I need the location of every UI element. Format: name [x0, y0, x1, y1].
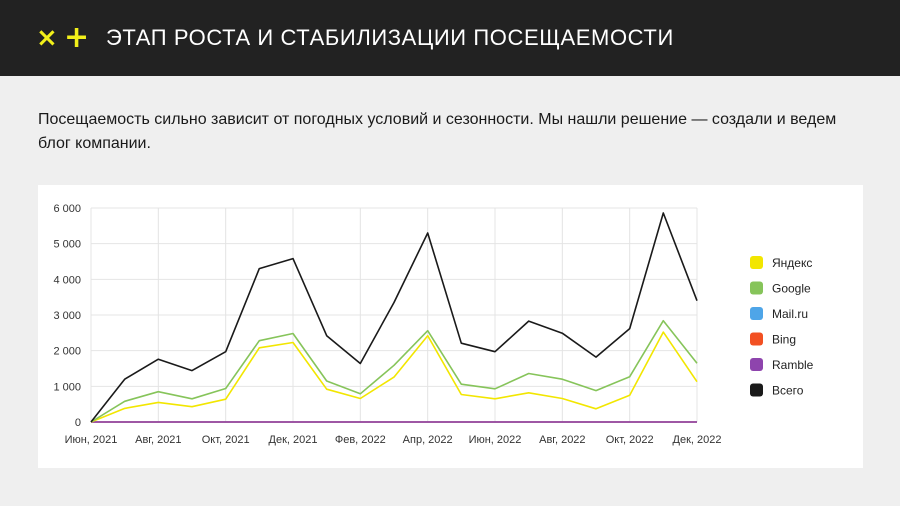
chart-card: 0 1 000 2 000 3 000 4 000 5 000 6 000 Июн, 2021… — [38, 185, 863, 468]
page-title: ЭТАП РОСТА И СТАБИЛИЗАЦИИ ПОСЕЩАЕМОСТИ — [106, 25, 674, 50]
y-tick-label: 0 — [75, 417, 81, 429]
legend-label: Google — [772, 282, 811, 296]
y-tick-label: 3 000 — [53, 310, 81, 322]
header-bar: × + ЭТАП РОСТА И СТАБИЛИЗАЦИИ ПОСЕЩАЕМОС… — [0, 0, 900, 76]
x-tick-label: Июн, 2021 — [65, 434, 118, 446]
x-tick-label: Авг, 2021 — [135, 434, 181, 446]
y-tick-label: 5 000 — [53, 239, 81, 251]
x-tick-label: Апр, 2022 — [403, 434, 453, 446]
x-tick-label: Дек, 2022 — [673, 434, 722, 446]
description-text: Посещаемость сильно зависит от погодных … — [38, 111, 837, 152]
legend-swatch — [750, 332, 763, 346]
y-tick-label: 1 000 — [53, 381, 81, 393]
y-tick-label: 4 000 — [53, 274, 81, 286]
series-line-5 — [90, 212, 698, 423]
legend-swatch — [750, 281, 763, 295]
legend-swatch — [750, 383, 763, 397]
legend-label: Ramble — [772, 358, 814, 372]
x-tick-label: Окт, 2022 — [606, 434, 654, 446]
y-tick-label: 2 000 — [53, 346, 81, 358]
x-tick-label: Окт, 2021 — [202, 434, 250, 446]
legend-swatch — [750, 307, 763, 320]
y-tick-label: 6 000 — [53, 203, 81, 215]
series-line-1 — [90, 319, 698, 423]
x-tick-label: Дек, 2021 — [269, 434, 318, 446]
x-tick-label: Фев, 2022 — [335, 434, 386, 446]
legend-label: Bing — [772, 333, 796, 347]
legend-label: Mail.ru — [772, 307, 808, 321]
legend-label: Яндекс — [772, 256, 812, 270]
legend-label: Всего — [772, 384, 804, 398]
series-line-0 — [90, 331, 698, 423]
line-chart: 0 1 000 2 000 3 000 4 000 5 000 6 000 Июн, 2021… — [53, 203, 814, 446]
legend-swatch — [750, 358, 763, 371]
close-icon[interactable]: × — [36, 23, 58, 53]
x-tick-label: Авг, 2022 — [539, 434, 585, 446]
x-tick-label: Июн, 2022 — [469, 434, 522, 446]
legend-swatch — [750, 256, 763, 269]
plus-icon[interactable]: + — [64, 20, 90, 55]
